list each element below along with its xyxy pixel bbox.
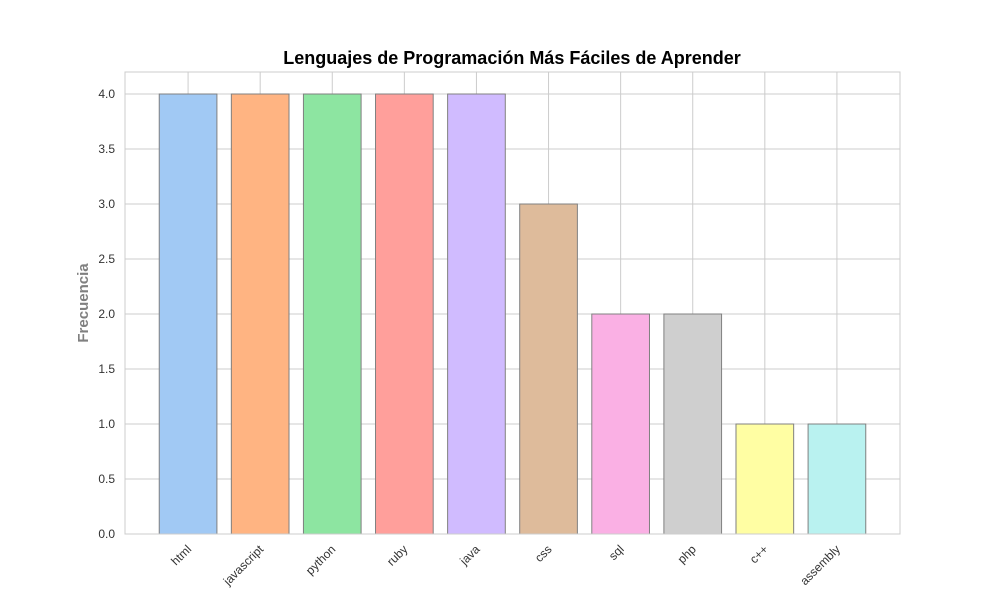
y-tick-label: 0.5 xyxy=(98,472,115,486)
y-tick-label: 3.5 xyxy=(98,142,115,156)
y-tick-labels: 0.0 0.5 1.0 1.5 2.0 2.5 3.0 3.5 4.0 xyxy=(98,87,115,541)
bar-java xyxy=(447,93,506,535)
bar-sql xyxy=(591,313,650,535)
bar-css xyxy=(519,203,578,535)
y-tick-label: 0.0 xyxy=(98,527,115,541)
x-tick-label: ruby xyxy=(384,542,410,568)
bar-c++ xyxy=(735,423,795,535)
y-tick-label: 3.0 xyxy=(98,197,115,211)
x-tick-label: sql xyxy=(606,542,627,563)
x-tick-label: html xyxy=(168,542,194,568)
x-tick-label: java xyxy=(456,542,482,568)
x-tick-label: python xyxy=(303,542,338,577)
x-tick-label: css xyxy=(532,542,555,565)
bar-php xyxy=(663,313,723,535)
bar-ruby xyxy=(375,93,434,535)
axes-frame xyxy=(124,71,901,535)
x-tick-label: php xyxy=(675,542,699,566)
bar-layer xyxy=(158,93,867,535)
bar-assembly xyxy=(807,423,867,535)
y-axis-label: Frecuencia xyxy=(75,263,92,343)
y-tick-label: 4.0 xyxy=(98,87,115,101)
chart-title: Lenguajes de Programación Más Fáciles de… xyxy=(283,48,740,68)
y-tick-label: 1.0 xyxy=(98,417,115,431)
x-tick-labels: html javascript python ruby java css sql php c++… xyxy=(168,542,843,589)
x-tick-label: c++ xyxy=(747,542,771,566)
y-tick-label: 2.0 xyxy=(98,307,115,321)
x-tick-label: assembly xyxy=(797,542,843,588)
bar-javascript xyxy=(230,93,290,535)
bar-html xyxy=(158,93,218,535)
y-tick-label: 2.5 xyxy=(98,252,115,266)
y-tick-label: 1.5 xyxy=(98,362,115,376)
bar-python xyxy=(302,93,362,535)
x-tick-label: javascript xyxy=(220,542,267,589)
